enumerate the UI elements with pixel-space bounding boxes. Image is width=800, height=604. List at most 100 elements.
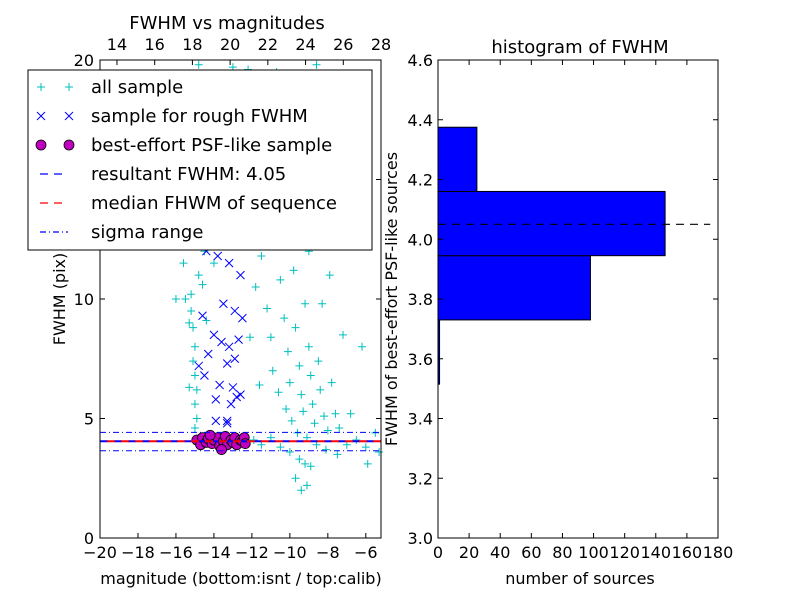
data-point xyxy=(302,481,311,490)
legend-entry: best-effort PSF-like sample xyxy=(35,135,332,156)
x-tick-label: 60 xyxy=(521,543,541,562)
data-point xyxy=(297,486,306,495)
data-point xyxy=(331,409,340,418)
data-point xyxy=(285,447,294,456)
legend-entry: median FHWM of sequence xyxy=(40,193,337,214)
histogram-title: histogram of FWHM xyxy=(491,37,668,58)
legend-label: median FHWM of sequence xyxy=(91,193,337,214)
top-x-tick-label: 14 xyxy=(107,35,127,54)
data-point xyxy=(190,424,199,433)
y-tick-label: 3.6 xyxy=(408,350,433,369)
top-x-tick-label: 16 xyxy=(145,35,165,54)
legend-label: resultant FWHM: 4.05 xyxy=(91,164,286,185)
y-tick-label: 5 xyxy=(84,410,94,429)
data-point xyxy=(276,275,285,284)
data-point xyxy=(181,295,190,303)
histogram-plot: histogram of FWHM number of sources FWHM… xyxy=(382,37,733,588)
data-point xyxy=(287,416,296,425)
data-point xyxy=(200,371,209,380)
data-point xyxy=(192,414,201,423)
legend-marker-icon xyxy=(35,139,47,151)
legend-label: sigma range xyxy=(91,222,203,243)
data-point xyxy=(282,404,291,413)
scatter-ylabel: FWHM (pix) xyxy=(50,253,69,346)
data-point xyxy=(301,459,310,468)
data-point xyxy=(301,299,310,308)
data-point xyxy=(325,271,334,280)
y-tick-label: 3.0 xyxy=(408,529,433,548)
data-point xyxy=(187,290,196,299)
top-x-tick-label: 18 xyxy=(182,35,202,54)
legend-entry: resultant FWHM: 4.05 xyxy=(40,164,286,185)
data-point xyxy=(190,342,199,351)
data-point xyxy=(213,251,223,261)
legend-entry: all sample xyxy=(37,77,183,98)
data-point xyxy=(268,366,277,375)
data-point xyxy=(291,474,300,483)
data-point xyxy=(280,314,289,323)
y-tick-label: 3.8 xyxy=(408,290,433,309)
legend-label: sample for rough FWHM xyxy=(91,106,308,127)
data-point xyxy=(228,383,238,392)
legend-label: all sample xyxy=(91,77,183,98)
data-point xyxy=(299,407,308,416)
data-point xyxy=(185,318,194,327)
data-point xyxy=(323,426,332,435)
data-point xyxy=(224,342,234,352)
x-tick-label: 80 xyxy=(552,543,572,562)
y-tick-label: 4.2 xyxy=(408,171,433,190)
data-point xyxy=(203,349,213,359)
histogram-bar xyxy=(437,255,591,321)
data-point xyxy=(276,443,285,452)
top-x-tick-label: 24 xyxy=(295,35,315,54)
data-point xyxy=(335,424,344,433)
data-point xyxy=(304,342,313,351)
data-point xyxy=(263,304,272,313)
y-tick-label: 4.6 xyxy=(408,51,433,70)
data-point xyxy=(222,359,232,368)
data-point xyxy=(363,459,372,468)
x-tick-label: 0 xyxy=(433,543,443,562)
series-1 xyxy=(194,237,247,428)
data-point xyxy=(224,258,234,268)
legend-marker-icon xyxy=(65,83,73,91)
data-point xyxy=(251,283,260,292)
data-point xyxy=(295,455,304,464)
data-point xyxy=(297,390,306,399)
y-tick-label: 0 xyxy=(84,529,94,548)
top-x-tick-label: 20 xyxy=(220,35,240,54)
y-tick-label: 3.2 xyxy=(408,469,433,488)
top-x-tick-label: 26 xyxy=(333,35,353,54)
x-tick-label: 100 xyxy=(578,543,609,562)
data-point xyxy=(232,392,242,402)
data-point xyxy=(209,259,218,268)
data-point xyxy=(187,306,196,315)
data-point xyxy=(306,462,315,471)
scatter-title: FWHM vs magnitudes xyxy=(129,13,324,34)
data-point xyxy=(179,259,188,268)
data-point xyxy=(217,337,226,347)
legend-label: best-effort PSF-like sample xyxy=(91,135,332,156)
data-point xyxy=(321,445,330,454)
data-point xyxy=(285,378,294,387)
data-point xyxy=(283,347,292,356)
data-point xyxy=(189,323,198,332)
data-point xyxy=(361,443,370,452)
data-point xyxy=(236,390,245,399)
data-point xyxy=(202,316,211,325)
data-point xyxy=(306,371,315,380)
scatter-xlabel: magnitude (bottom:isnt / top:calib) xyxy=(100,569,381,588)
data-point xyxy=(320,412,329,421)
histogram-bar xyxy=(437,126,478,192)
histogram-ylabel: FWHM of best-effort PSF-like sources xyxy=(382,152,401,446)
x-tick-label: −6 xyxy=(354,543,378,562)
x-tick-label: −20 xyxy=(83,543,117,562)
legend-entry: sample for rough FWHM xyxy=(36,106,308,127)
legend-marker-icon xyxy=(36,111,46,121)
data-point xyxy=(185,383,194,392)
data-point xyxy=(198,311,207,321)
data-point xyxy=(226,399,236,409)
data-point xyxy=(291,323,300,332)
data-point xyxy=(358,342,367,351)
